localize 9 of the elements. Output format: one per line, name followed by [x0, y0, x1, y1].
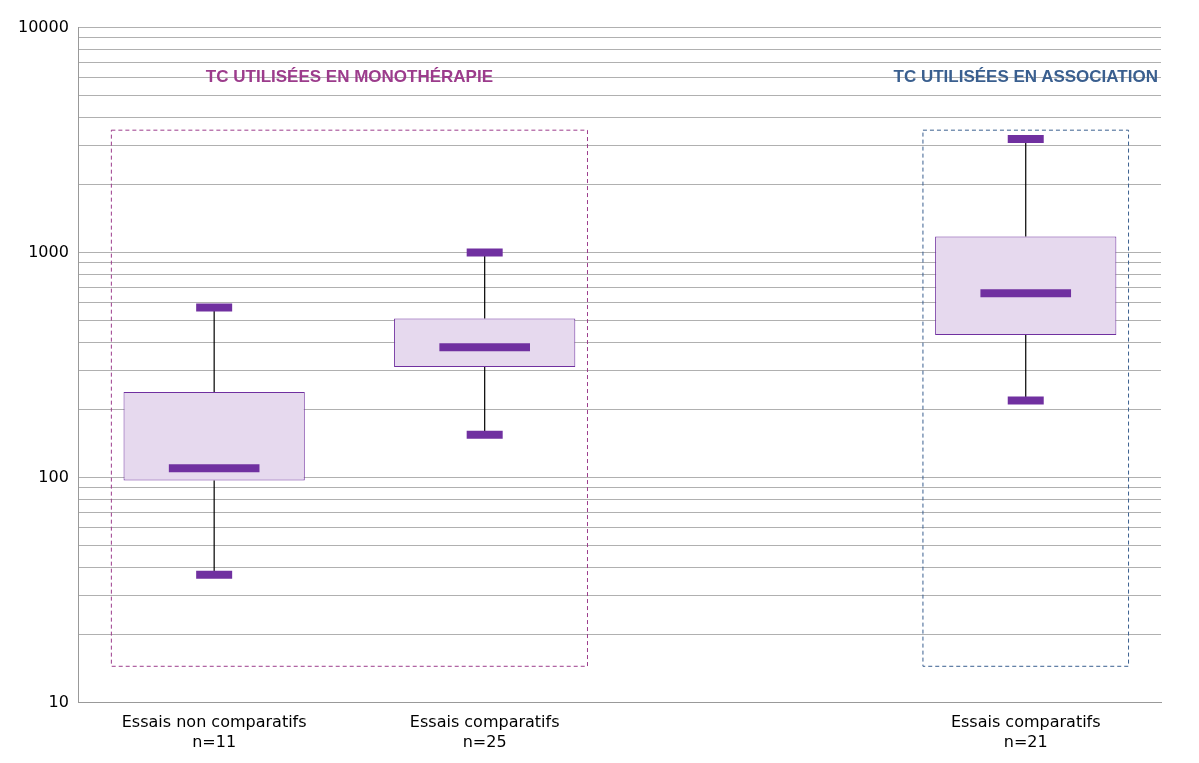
y-tick-label: 10000	[17, 16, 69, 36]
y-tick-label: 1000	[28, 241, 69, 261]
annotation: TC UTILISÉES EN MONOTHÉRAPIE	[205, 67, 493, 87]
x-tick-label: Essais comparatifs n=25	[409, 712, 560, 751]
y-tick-label: 100	[38, 466, 69, 486]
x-tick-label: Essais non comparatifs n=11	[121, 712, 307, 751]
x-tick-label: Essais comparatifs n=21	[950, 712, 1101, 751]
annotation: TC UTILISÉES EN ASSOCIATION	[893, 67, 1158, 87]
y-tick-label: 10	[48, 691, 69, 711]
